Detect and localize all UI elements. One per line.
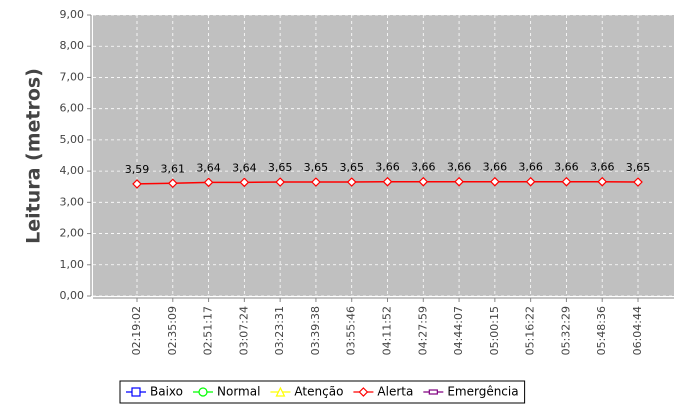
x-tick-label: 04:11:52 bbox=[381, 306, 394, 355]
value-label: 3,66 bbox=[447, 161, 472, 174]
x-tick-label: 02:19:02 bbox=[130, 306, 143, 355]
marker bbox=[382, 176, 393, 187]
x-tick-label: 04:44:07 bbox=[452, 306, 465, 355]
value-label: 3,66 bbox=[518, 161, 543, 174]
value-label: 3,65 bbox=[268, 161, 293, 174]
value-label: 3,61 bbox=[161, 162, 186, 175]
marker bbox=[490, 176, 500, 187]
x-tick-label: 02:51:17 bbox=[202, 306, 215, 355]
x-tick-label: 03:55:46 bbox=[345, 306, 358, 355]
y-tick-label: 6,00 bbox=[60, 102, 85, 115]
marker bbox=[358, 387, 369, 397]
x-tick-label: 05:48:36 bbox=[595, 306, 608, 355]
y-tick-label: 1,00 bbox=[60, 258, 85, 271]
plot-area bbox=[93, 15, 674, 296]
marker bbox=[311, 177, 321, 187]
value-label: 3,66 bbox=[590, 161, 615, 174]
legend-label: Emergência bbox=[447, 385, 518, 399]
legend-box bbox=[119, 380, 526, 404]
marker bbox=[633, 177, 643, 187]
x-tick-label: 03:23:31 bbox=[273, 306, 286, 355]
marker bbox=[167, 178, 178, 189]
value-label: 3,64 bbox=[196, 161, 221, 174]
value-label: 3,64 bbox=[232, 161, 257, 174]
marker bbox=[428, 389, 438, 395]
y-tick-label: 7,00 bbox=[60, 70, 85, 83]
value-label: 3,66 bbox=[411, 161, 436, 174]
y-tick-label: 3,00 bbox=[60, 195, 85, 208]
x-tick-label: 03:07:24 bbox=[237, 306, 250, 355]
marker bbox=[525, 176, 536, 187]
value-label: 3,66 bbox=[375, 161, 400, 174]
marker bbox=[198, 387, 208, 397]
legend: Baixo Normal Atenção Alerta Emergência bbox=[119, 380, 526, 404]
x-tick-label: 05:16:22 bbox=[524, 306, 537, 355]
legend-label: Atenção bbox=[294, 385, 343, 399]
legend-label: Alerta bbox=[377, 385, 413, 399]
legend-label: Baixo bbox=[150, 385, 183, 399]
y-tick-label: 4,00 bbox=[60, 164, 85, 177]
x-tick-label: 05:32:29 bbox=[559, 306, 572, 355]
marker bbox=[239, 177, 250, 188]
marker bbox=[131, 387, 141, 397]
marker bbox=[346, 177, 357, 187]
value-label: 3,65 bbox=[339, 161, 364, 174]
marker bbox=[275, 177, 285, 187]
x-tick-label: 02:35:09 bbox=[166, 306, 179, 355]
marker bbox=[561, 176, 572, 187]
marker bbox=[275, 386, 286, 397]
value-label: 3,66 bbox=[554, 161, 579, 174]
x-tick-label: 06:04:44 bbox=[631, 306, 644, 355]
y-tick-label: 8,00 bbox=[60, 39, 85, 52]
y-axis-label: Leitura (metros) bbox=[23, 68, 45, 244]
value-label: 3,59 bbox=[125, 163, 150, 176]
legend-label: Normal bbox=[217, 385, 260, 399]
y-tick-label: 9,00 bbox=[60, 8, 85, 21]
marker bbox=[597, 176, 608, 187]
marker bbox=[454, 176, 464, 187]
value-label: 3,65 bbox=[626, 161, 651, 174]
marker bbox=[132, 179, 142, 189]
marker bbox=[203, 177, 214, 188]
value-label: 3,66 bbox=[483, 161, 508, 174]
x-tick-label: 05:00:15 bbox=[488, 306, 501, 355]
marker bbox=[418, 176, 429, 187]
y-tick-label: 0,00 bbox=[60, 289, 85, 302]
x-tick-label: 03:39:38 bbox=[309, 306, 322, 355]
value-label: 3,65 bbox=[304, 161, 329, 174]
y-tick-label: 5,00 bbox=[60, 133, 85, 146]
x-tick-label: 04:27:59 bbox=[416, 306, 429, 355]
y-tick-label: 2,00 bbox=[60, 227, 85, 240]
